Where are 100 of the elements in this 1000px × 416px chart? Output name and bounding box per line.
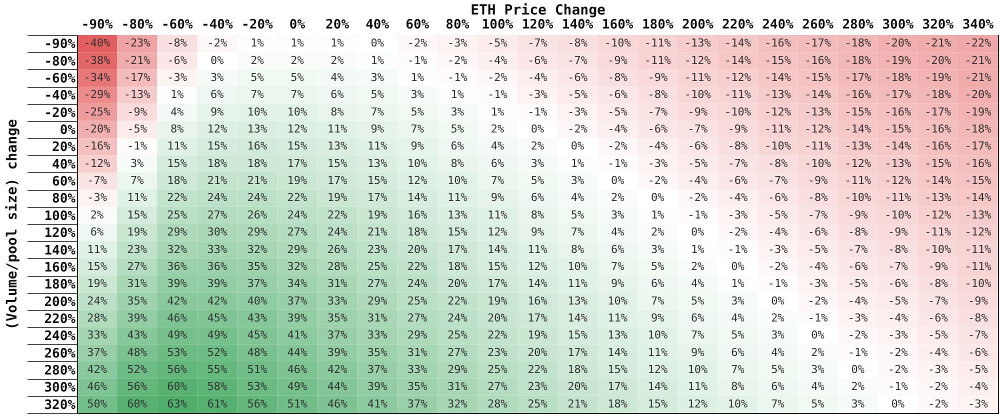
data-label: -16% — [84, 140, 111, 153]
data-label: -17% — [844, 70, 872, 84]
data-label: 15% — [327, 156, 348, 170]
y-tick-label: 120% — [44, 226, 76, 242]
data-label: 0% — [851, 363, 865, 376]
data-label: 55% — [207, 363, 228, 376]
data-label: 46% — [167, 312, 188, 324]
data-label: -15% — [884, 122, 912, 136]
data-label: -2% — [808, 294, 828, 308]
y-tick-label: 80% — [52, 192, 76, 207]
data-label: -14% — [804, 88, 832, 102]
data-label: -9% — [688, 105, 708, 118]
data-label: 14% — [568, 312, 588, 324]
data-label: 1% — [691, 242, 705, 256]
data-label: 11% — [688, 380, 708, 394]
data-label: 0% — [570, 140, 585, 153]
data-label: 9% — [530, 226, 544, 239]
data-label: 15% — [127, 208, 148, 222]
data-label: 33% — [207, 242, 228, 256]
data-label: 11% — [608, 312, 628, 324]
data-label: -3% — [528, 88, 548, 102]
data-label: 23% — [488, 346, 508, 359]
data-label: -11% — [764, 122, 792, 136]
data-label: -10% — [884, 208, 912, 222]
data-label: -6% — [808, 226, 828, 239]
data-label: 34% — [287, 277, 308, 290]
data-label: 0% — [651, 191, 665, 204]
data-label: 9% — [370, 122, 384, 136]
data-label: 4% — [610, 226, 625, 239]
data-label: -12% — [684, 54, 712, 67]
data-label: 17% — [327, 174, 348, 188]
data-label: 45% — [207, 312, 228, 324]
y-tick-label: -60% — [44, 71, 76, 86]
data-label: 29% — [367, 294, 388, 308]
data-label: 1% — [330, 36, 344, 50]
data-label: 5% — [731, 328, 745, 342]
data-label: -5% — [808, 242, 828, 256]
data-label: 2% — [651, 226, 665, 239]
data-label: -25% — [84, 105, 111, 118]
data-label: -7% — [808, 208, 828, 222]
data-label: 50% — [87, 397, 108, 410]
data-label: 13% — [608, 328, 628, 342]
data-label: -1% — [608, 156, 628, 170]
data-label: 15% — [367, 174, 388, 188]
data-label: -9% — [968, 294, 988, 308]
y-tick-label: 280% — [44, 364, 76, 379]
data-label: 11% — [327, 122, 348, 136]
data-label: -19% — [924, 70, 952, 84]
data-label: 25% — [407, 294, 428, 308]
data-label: -7% — [968, 328, 988, 342]
data-label: -2% — [928, 397, 948, 410]
data-label: -2% — [888, 346, 908, 359]
data-label: 20% — [407, 242, 428, 256]
data-label: 0% — [731, 260, 745, 273]
data-label: 1% — [410, 70, 424, 84]
data-label: 12% — [207, 122, 228, 136]
data-label: 0% — [891, 397, 905, 410]
data-label: -2% — [608, 140, 628, 153]
data-label: 1% — [370, 54, 384, 67]
data-label: -14% — [844, 122, 872, 136]
data-label: -3% — [728, 208, 748, 222]
data-label: 1% — [651, 208, 665, 222]
data-label: -4% — [768, 226, 788, 239]
data-label: 6% — [610, 242, 625, 256]
data-label: -6% — [968, 346, 988, 359]
data-label: 49% — [167, 328, 188, 342]
y-tick-label: 260% — [44, 346, 76, 362]
data-label: -11% — [644, 36, 672, 50]
x-axis-title: ETH Price Change — [470, 2, 606, 18]
data-label: 15% — [287, 140, 308, 153]
data-label: 23% — [528, 380, 548, 394]
data-label: 29% — [247, 226, 268, 239]
data-label: -1% — [768, 277, 788, 290]
data-label: 39% — [167, 277, 188, 290]
data-label: 12% — [488, 226, 508, 239]
data-label: -3% — [888, 328, 908, 342]
data-label: 40% — [247, 294, 268, 308]
data-label: -8% — [848, 226, 868, 239]
data-label: 2% — [691, 260, 705, 273]
data-label: 2% — [250, 54, 264, 67]
data-label: -13% — [844, 140, 872, 153]
data-label: 24% — [327, 226, 348, 239]
data-label: 52% — [127, 363, 148, 376]
data-label: -2% — [888, 363, 908, 376]
data-label: -15% — [924, 156, 952, 170]
data-label: 12% — [688, 397, 708, 410]
data-label: -18% — [964, 122, 992, 136]
data-label: 14% — [488, 242, 508, 256]
data-label: -6% — [568, 70, 588, 84]
x-tick-label: 180% — [642, 18, 674, 32]
data-label: -8% — [568, 36, 588, 50]
data-label: -6% — [648, 122, 668, 136]
data-label: 6% — [330, 88, 344, 102]
data-label: 1% — [290, 36, 304, 50]
data-label: 31% — [447, 380, 468, 394]
data-label: -9% — [648, 70, 668, 84]
data-label: -12% — [804, 122, 832, 136]
data-label: 43% — [247, 312, 268, 324]
data-label: -5% — [888, 294, 908, 308]
data-label: -11% — [964, 242, 992, 256]
